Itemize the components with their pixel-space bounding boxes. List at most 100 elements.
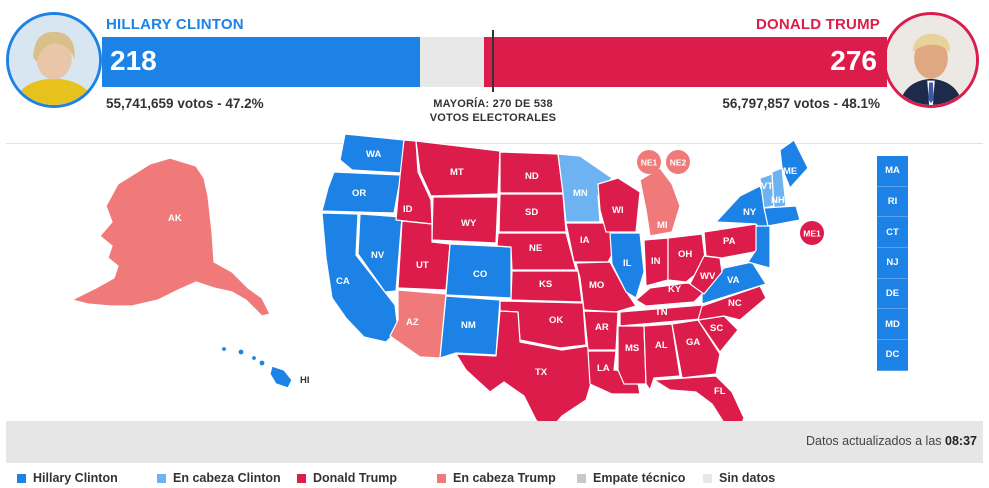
legend-label: En cabeza Clinton (173, 471, 281, 485)
label-TN: TN (655, 307, 668, 318)
legend-label: Empate técnico (593, 471, 686, 485)
state-MS[interactable] (617, 325, 647, 385)
legend-swatch (577, 473, 586, 483)
state-SD[interactable] (498, 193, 567, 233)
legend-swatch (157, 473, 166, 483)
label-WY: WY (461, 218, 477, 229)
trump-popular-vote: 56,797,857 votos - 48.1% (722, 96, 880, 111)
state-CA[interactable] (321, 212, 399, 343)
label-AR: AR (595, 322, 609, 333)
district-circles: NE1 NE2 ME1 (637, 150, 824, 245)
state-AZ[interactable] (389, 289, 447, 359)
us-election-map: WA OR CA NV ID MT WY UT CO AZ NM ND SD N… (71, 133, 824, 435)
label-OK: OK (549, 315, 563, 326)
state-NE[interactable] (496, 232, 577, 271)
label-WV: WV (700, 271, 716, 282)
clinton-bar: 218 (102, 37, 420, 87)
label-IL: IL (623, 258, 632, 269)
trump-avatar (883, 12, 979, 108)
label-GA: GA (686, 337, 700, 348)
label-SC: SC (710, 323, 723, 334)
label-AK: AK (168, 213, 182, 224)
label-ND: ND (525, 171, 539, 182)
legend-swatch (437, 473, 446, 483)
state-IL[interactable] (609, 232, 645, 299)
clinton-portrait-icon (9, 15, 99, 105)
header-divider (6, 143, 983, 144)
label-NC: NC (728, 298, 742, 309)
majority-marker (492, 30, 494, 92)
label-NE: NE (529, 243, 542, 254)
label-IA: IA (580, 235, 590, 246)
state-NM[interactable] (439, 295, 501, 359)
label-NM: NM (461, 320, 476, 331)
state-GA[interactable] (671, 319, 721, 379)
label-CA: CA (336, 276, 350, 287)
small-state-nj[interactable]: NJ (877, 248, 908, 279)
map-legend: Hillary Clinton En cabeza Clinton Donald T… (17, 471, 803, 485)
label-MI: MI (657, 220, 668, 231)
clinton-popular-vote: 55,741,659 votos - 47.2% (106, 96, 264, 111)
small-states-list: MA RI CT NJ DE MD DC (877, 156, 908, 371)
update-time: 08:37 (945, 434, 977, 448)
label-CO: CO (473, 269, 487, 280)
clinton-name: HILLARY CLINTON (106, 16, 244, 33)
state-ME[interactable] (779, 139, 809, 189)
state-WV[interactable] (689, 255, 723, 295)
label-KS: KS (539, 279, 552, 290)
legend-item: Empate técnico (577, 471, 703, 485)
trump-electoral-count: 276 (830, 45, 877, 76)
state-PA[interactable] (703, 223, 765, 259)
label-ID: ID (403, 204, 413, 215)
update-bar: Datos actualizados a las 08:37 (6, 421, 983, 463)
label-VT: VT (761, 181, 773, 192)
majority-line-1: MAYORÍA: 270 DE 538 (433, 98, 553, 110)
district-NE1[interactable] (637, 150, 661, 174)
small-state-md[interactable]: MD (877, 309, 908, 341)
state-AK[interactable] (71, 157, 271, 317)
state-MN[interactable] (557, 153, 613, 223)
label-NH: NH (771, 195, 785, 206)
label-ME1: ME1 (803, 229, 821, 239)
small-state-ct[interactable]: CT (877, 217, 908, 249)
label-MN: MN (573, 188, 588, 199)
label-AZ: AZ (406, 317, 419, 328)
state-WI[interactable] (597, 177, 641, 233)
label-LA: LA (597, 363, 610, 374)
state-KS[interactable] (510, 270, 583, 303)
label-AL: AL (655, 340, 668, 351)
label-MT: MT (450, 167, 464, 178)
small-state-ri[interactable]: RI (877, 187, 908, 218)
small-state-ma[interactable]: MA (877, 156, 908, 187)
trump-bar: 276 (484, 37, 887, 87)
district-NE2[interactable] (666, 150, 690, 174)
label-SD: SD (525, 207, 538, 218)
label-TX: TX (535, 367, 548, 378)
label-MS: MS (625, 343, 639, 354)
label-WA: WA (366, 149, 381, 160)
state-TX[interactable] (455, 310, 593, 433)
majority-line-2: VOTOS ELECTORALES (429, 112, 557, 124)
legend-label: Sin datos (719, 471, 776, 485)
small-state-dc[interactable]: DC (877, 340, 908, 371)
label-KY: KY (668, 284, 682, 295)
state-WA[interactable] (339, 133, 405, 174)
clinton-avatar (6, 12, 102, 108)
state-NV[interactable] (357, 213, 403, 293)
legend-item: Sin datos (703, 471, 803, 485)
small-state-de[interactable]: DE (877, 279, 908, 310)
state-MT[interactable] (415, 140, 501, 197)
state-HI[interactable] (220, 345, 293, 389)
state-MO[interactable] (575, 261, 637, 313)
legend-item: En cabeza Clinton (157, 471, 297, 485)
electoral-bar: 218 276 (102, 37, 887, 87)
state-MA-CT[interactable] (763, 205, 801, 227)
state-MI[interactable] (639, 167, 681, 237)
update-timestamp: Datos actualizados a las 08:37 (806, 434, 977, 448)
state-AR[interactable] (583, 310, 619, 351)
legend-label: Donald Trump (313, 471, 398, 485)
state-OR[interactable] (321, 171, 402, 214)
state-NH[interactable] (771, 167, 787, 209)
district-ME1[interactable] (800, 221, 824, 245)
label-PA: PA (723, 236, 736, 247)
